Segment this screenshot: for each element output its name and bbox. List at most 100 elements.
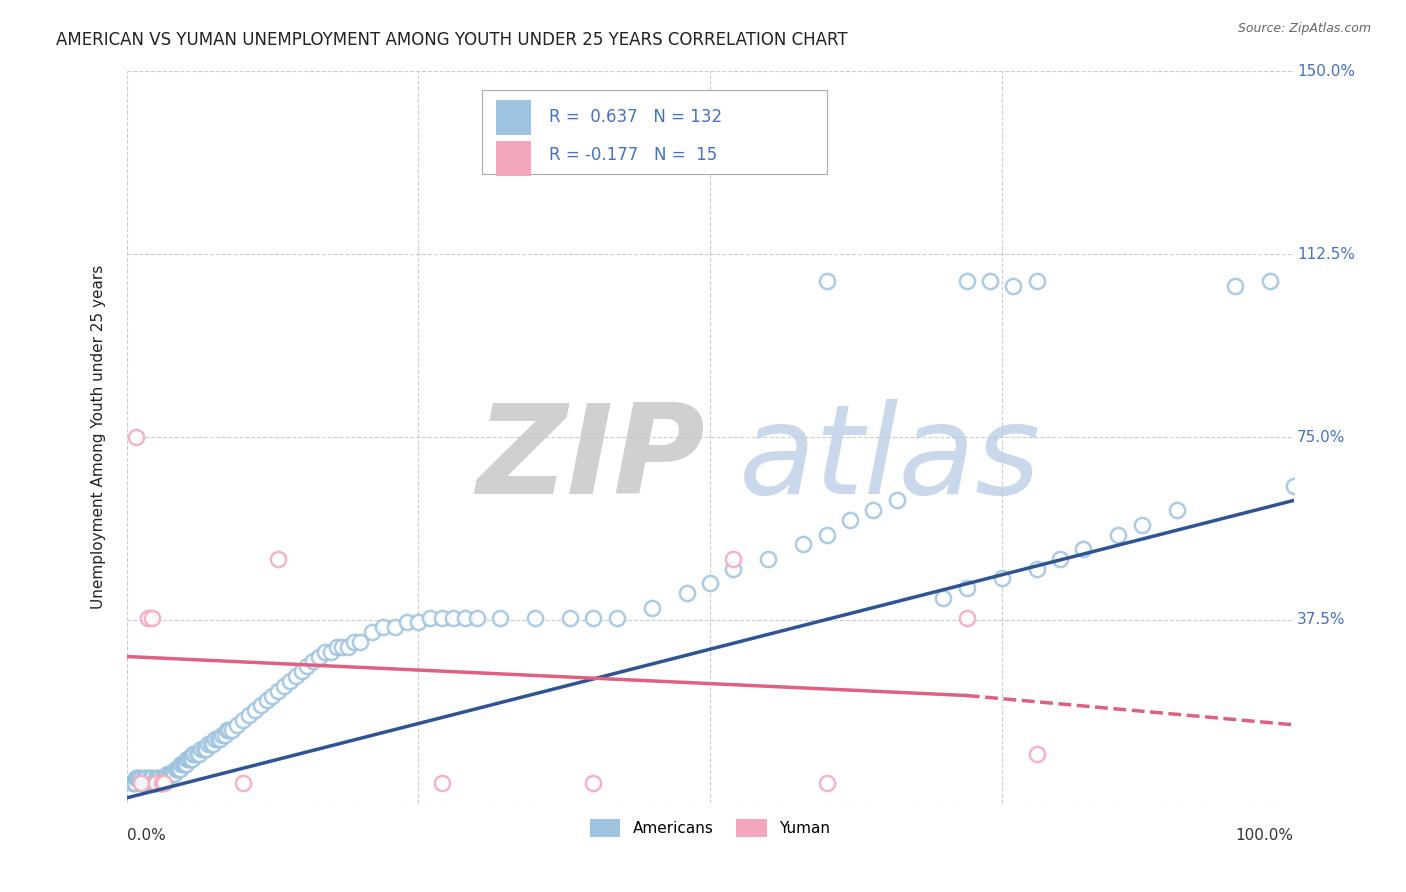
Point bbox=[170, 756, 193, 771]
Point bbox=[319, 645, 342, 659]
Text: Source: ZipAtlas.com: Source: ZipAtlas.com bbox=[1237, 22, 1371, 36]
Bar bbox=[496, 100, 531, 135]
Point bbox=[179, 752, 201, 766]
Point bbox=[153, 772, 176, 786]
Point bbox=[1002, 279, 1025, 293]
Point bbox=[558, 610, 581, 624]
Point bbox=[200, 737, 222, 751]
Point bbox=[211, 727, 233, 741]
Point bbox=[129, 772, 152, 786]
Point bbox=[180, 752, 202, 766]
Point bbox=[756, 552, 779, 566]
Point bbox=[141, 610, 163, 624]
Point bbox=[131, 776, 153, 790]
Point bbox=[582, 776, 605, 790]
Point bbox=[145, 772, 167, 786]
Point bbox=[186, 747, 208, 761]
Point bbox=[360, 625, 382, 640]
Point bbox=[249, 698, 271, 713]
Point bbox=[465, 610, 488, 624]
Point bbox=[128, 772, 150, 786]
Point bbox=[454, 610, 477, 624]
Point bbox=[190, 742, 212, 756]
Point bbox=[214, 727, 236, 741]
Point bbox=[145, 776, 167, 790]
Legend: Americans, Yuman: Americans, Yuman bbox=[583, 813, 837, 843]
Point bbox=[1258, 274, 1281, 288]
Point bbox=[349, 635, 371, 649]
Point bbox=[204, 732, 226, 747]
Point bbox=[221, 723, 243, 737]
Point bbox=[256, 693, 278, 707]
Point bbox=[174, 756, 197, 771]
Text: ZIP: ZIP bbox=[477, 399, 706, 519]
Point bbox=[815, 274, 838, 288]
Point bbox=[489, 610, 512, 624]
Point bbox=[135, 772, 157, 786]
Point bbox=[166, 762, 188, 776]
Point bbox=[308, 649, 330, 664]
Point bbox=[1166, 503, 1188, 517]
Point bbox=[1130, 517, 1153, 532]
Point bbox=[139, 772, 162, 786]
Point bbox=[139, 776, 162, 790]
Point bbox=[675, 586, 697, 600]
Point bbox=[150, 776, 173, 790]
Text: atlas: atlas bbox=[740, 399, 1042, 519]
Point bbox=[215, 723, 238, 737]
Point bbox=[886, 493, 908, 508]
Point bbox=[314, 645, 336, 659]
Point bbox=[177, 752, 200, 766]
Point bbox=[332, 640, 354, 654]
Point bbox=[1025, 747, 1047, 761]
Point bbox=[153, 772, 176, 786]
Point bbox=[990, 572, 1012, 586]
Point bbox=[138, 776, 160, 790]
Point bbox=[201, 737, 224, 751]
Point bbox=[122, 776, 145, 790]
Point bbox=[523, 610, 546, 624]
Point bbox=[1025, 562, 1047, 576]
Point bbox=[162, 766, 184, 780]
Point bbox=[641, 600, 664, 615]
Point bbox=[181, 747, 204, 761]
Point bbox=[134, 772, 156, 786]
Point bbox=[1108, 527, 1130, 541]
Text: 75.0%: 75.0% bbox=[1296, 430, 1346, 444]
Point bbox=[582, 610, 605, 624]
Point bbox=[167, 762, 190, 776]
Point bbox=[163, 766, 186, 780]
Point bbox=[932, 591, 955, 605]
Point bbox=[180, 752, 202, 766]
Point bbox=[156, 766, 179, 780]
Point bbox=[176, 752, 198, 766]
Point bbox=[956, 610, 979, 624]
Text: R = -0.177   N =  15: R = -0.177 N = 15 bbox=[548, 146, 717, 164]
Point bbox=[132, 776, 155, 790]
Bar bbox=[496, 141, 531, 176]
Point bbox=[145, 776, 167, 790]
Point bbox=[243, 703, 266, 717]
Point bbox=[815, 776, 838, 790]
Y-axis label: Unemployment Among Youth under 25 years: Unemployment Among Youth under 25 years bbox=[91, 265, 105, 609]
Text: AMERICAN VS YUMAN UNEMPLOYMENT AMONG YOUTH UNDER 25 YEARS CORRELATION CHART: AMERICAN VS YUMAN UNEMPLOYMENT AMONG YOU… bbox=[56, 31, 848, 49]
Point bbox=[232, 713, 254, 727]
Text: 0.0%: 0.0% bbox=[127, 829, 166, 844]
Point bbox=[337, 640, 360, 654]
Point bbox=[149, 776, 172, 790]
Point bbox=[197, 737, 219, 751]
Point bbox=[146, 772, 169, 786]
Point bbox=[267, 683, 290, 698]
Point bbox=[262, 689, 284, 703]
Point bbox=[1073, 542, 1095, 557]
Point bbox=[395, 615, 418, 630]
Point bbox=[430, 610, 453, 624]
Point bbox=[157, 766, 180, 780]
Point bbox=[150, 776, 173, 790]
Point bbox=[302, 654, 325, 668]
Point bbox=[207, 732, 229, 747]
Point bbox=[606, 610, 628, 624]
Point bbox=[125, 430, 148, 444]
Point bbox=[297, 659, 319, 673]
Point bbox=[1049, 552, 1071, 566]
